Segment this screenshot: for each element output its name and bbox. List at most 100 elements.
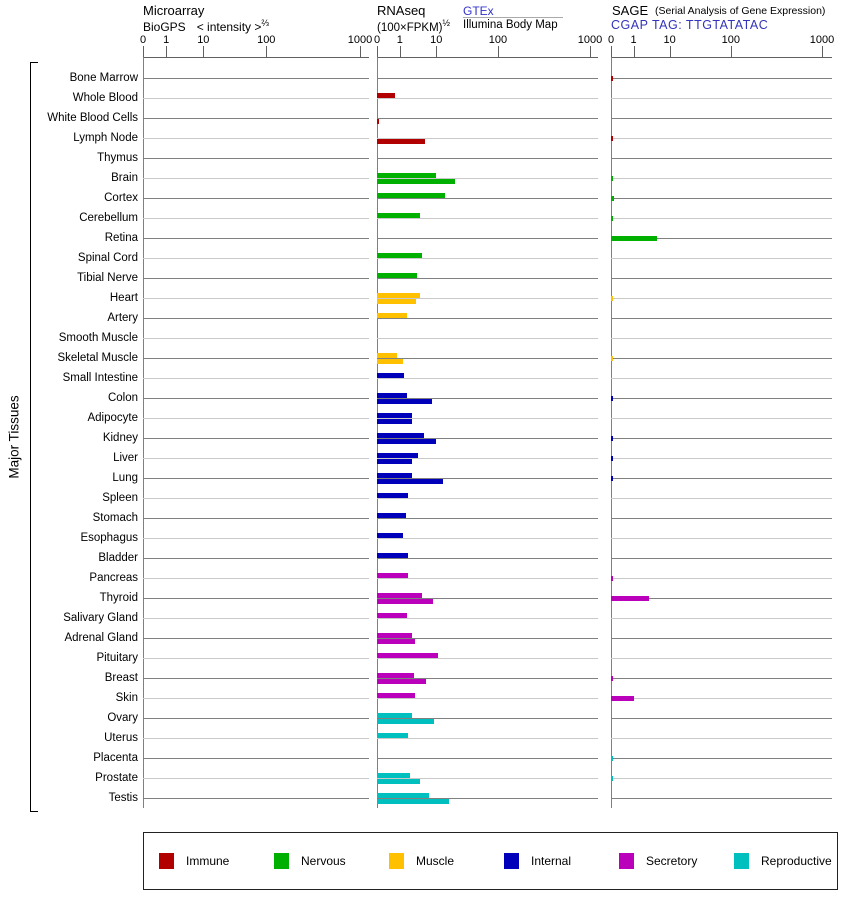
microarray-axis-tick — [203, 46, 205, 57]
sage-row-line — [611, 498, 832, 499]
tissue-label: Thymus — [97, 152, 138, 164]
sage-row-line — [611, 298, 832, 299]
rnaseq-axis-ticklabel: 1000 — [577, 34, 603, 46]
sage-row-line — [611, 178, 832, 179]
microarray-row-line — [143, 438, 369, 439]
sage-row-line — [611, 238, 832, 239]
sage-axis-tick — [633, 46, 635, 57]
sage-row-line — [611, 78, 832, 79]
rnaseq-row-line — [377, 78, 598, 79]
microarray-axis-ticklabel: 0 — [139, 34, 147, 46]
legend-item-muscle: Muscle — [389, 833, 454, 889]
rnaseq-row-line — [377, 698, 598, 699]
rnaseq-bodymap-bar — [377, 419, 412, 424]
rnaseq-bodymap-bar — [377, 479, 444, 484]
sage-row-line — [611, 378, 832, 379]
microarray-row-line — [143, 538, 369, 539]
microarray-row-line — [143, 798, 369, 799]
tissue-label: Spleen — [102, 492, 138, 504]
rnaseq-row-line — [377, 338, 598, 339]
sage-left-border — [611, 57, 612, 808]
tissue-label: Adipocyte — [87, 412, 138, 424]
gtex-link[interactable]: GTEx — [463, 4, 494, 18]
sage-row-line — [611, 598, 832, 599]
legend-swatch-muscle — [389, 853, 404, 869]
legend-label-muscle: Muscle — [416, 854, 455, 868]
sage-axis-tick — [822, 46, 823, 57]
rnaseq-row-line — [377, 598, 598, 599]
tissue-bracket-top-arm — [30, 62, 38, 63]
sage-axis-ticklabel: 0 — [607, 34, 615, 46]
tissue-label: Uterus — [104, 732, 138, 744]
microarray-row-line — [143, 198, 369, 199]
sage-axis-tick — [730, 46, 732, 57]
sage-bar — [611, 576, 613, 581]
rnaseq-subtitle: (100×FPKM)½ — [377, 18, 450, 34]
microarray-axis-tick — [143, 46, 144, 57]
rnaseq-left-border — [377, 57, 378, 808]
microarray-row-line — [143, 558, 369, 559]
legend-swatch-reproductive — [734, 853, 749, 869]
rnaseq-gtex-bar — [377, 533, 403, 538]
rnaseq-axis-line — [377, 57, 598, 58]
rnaseq-bodymap-bar — [377, 779, 421, 784]
tissue-label: Spinal Cord — [77, 252, 138, 264]
legend-item-internal: Internal — [504, 833, 571, 889]
microarray-row-line — [143, 278, 369, 279]
rnaseq-row-line — [377, 138, 598, 139]
sage-axis-ticklabel: 1000 — [809, 34, 835, 46]
sage-title: SAGE — [612, 3, 649, 18]
microarray-axis-ticklabel: 1 — [163, 34, 170, 46]
rnaseq-axis-tick — [497, 46, 499, 57]
sage-axis-line — [611, 57, 832, 58]
microarray-row-line — [143, 718, 369, 719]
microarray-scale-exponent: ⅔ — [261, 18, 269, 28]
rnaseq-row-line — [377, 98, 598, 99]
rnaseq-gtex-bar — [377, 673, 415, 678]
rnaseq-row-line — [377, 118, 598, 119]
microarray-row-line — [143, 338, 369, 339]
rnaseq-gtex-bar — [377, 293, 421, 298]
tissue-label: Artery — [107, 312, 138, 324]
tissue-label: Retina — [104, 232, 138, 244]
tissue-label: Tibial Nerve — [77, 272, 138, 284]
tissue-label: Smooth Muscle — [58, 332, 138, 344]
rnaseq-row-line — [377, 498, 598, 499]
rnaseq-gtex-bar — [377, 253, 423, 258]
microarray-row-line — [143, 258, 369, 259]
sage-row-line — [611, 398, 832, 399]
legend-label-immune: Immune — [186, 854, 230, 868]
sage-bar — [611, 476, 614, 481]
cgap-tag-link[interactable]: CGAP TAG: TTGTATATAC — [611, 18, 769, 32]
rnaseq-row-line — [377, 358, 598, 359]
legend-item-secretory: Secretory — [619, 833, 697, 889]
tissue-label: Skeletal Muscle — [57, 352, 138, 364]
tissue-label: Heart — [109, 292, 138, 304]
legend-label-reproductive: Reproductive — [761, 854, 832, 868]
microarray-row-line — [143, 118, 369, 119]
sage-row-line — [611, 358, 832, 359]
microarray-row-line — [143, 698, 369, 699]
microarray-row-line — [143, 178, 369, 179]
rnaseq-gtex-bar — [377, 93, 396, 98]
sage-bar — [611, 76, 614, 81]
microarray-axis-ticklabel: 10 — [197, 34, 210, 46]
rnaseq-axis-tick — [377, 46, 378, 57]
sage-bar — [611, 216, 614, 221]
rnaseq-gtex-bar — [377, 453, 419, 458]
rnaseq-gtex-bar — [377, 513, 407, 518]
legend-swatch-immune — [159, 853, 174, 869]
sage-row-line — [611, 578, 832, 579]
microarray-row-line — [143, 658, 369, 659]
microarray-source-label: BioGPS — [143, 20, 186, 34]
microarray-row-line — [143, 678, 369, 679]
rnaseq-gtex-bar — [377, 473, 413, 478]
microarray-left-border — [143, 57, 144, 808]
sage-bar — [611, 436, 614, 441]
tissue-label: Lymph Node — [73, 132, 138, 144]
sage-bar — [611, 756, 613, 761]
rnaseq-gtex-bar — [377, 353, 398, 358]
sage-row-line — [611, 118, 832, 119]
rnaseq-row-line — [377, 578, 598, 579]
